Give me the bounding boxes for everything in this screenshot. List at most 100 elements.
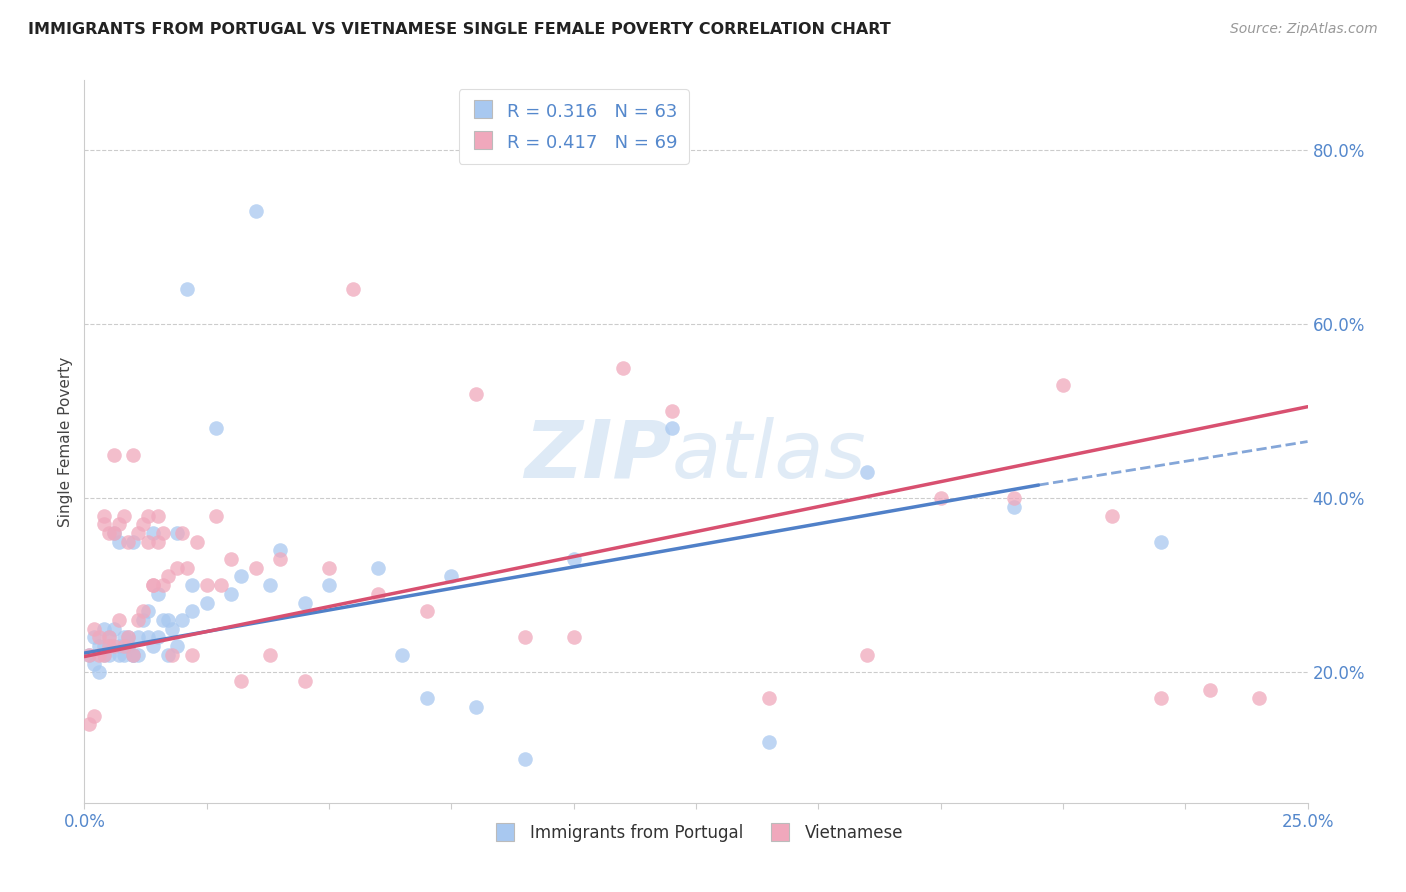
Point <box>195 596 218 610</box>
Point <box>318 561 340 575</box>
Point <box>142 578 165 592</box>
Point <box>219 552 242 566</box>
Point <box>929 491 952 505</box>
Point <box>107 534 129 549</box>
Point <box>562 631 585 645</box>
Point <box>162 648 184 662</box>
Point <box>758 691 780 706</box>
Point <box>142 578 165 592</box>
Point <box>416 604 439 618</box>
Point <box>112 631 135 645</box>
Point <box>229 673 252 688</box>
Point <box>87 639 110 653</box>
Point <box>416 691 439 706</box>
Text: ZIP: ZIP <box>524 417 672 495</box>
Point <box>856 465 879 479</box>
Point <box>112 508 135 523</box>
Point <box>152 525 174 540</box>
Point <box>562 552 585 566</box>
Point <box>166 639 188 653</box>
Text: IMMIGRANTS FROM PORTUGAL VS VIETNAMESE SINGLE FEMALE POVERTY CORRELATION CHART: IMMIGRANTS FROM PORTUGAL VS VIETNAMESE S… <box>28 22 891 37</box>
Point <box>166 525 188 540</box>
Point <box>107 517 129 532</box>
Text: atlas: atlas <box>672 417 866 495</box>
Point <box>122 648 145 662</box>
Point <box>103 639 125 653</box>
Point <box>97 631 120 645</box>
Point <box>122 648 145 662</box>
Point <box>1002 500 1025 514</box>
Point <box>205 508 228 523</box>
Point <box>77 717 100 731</box>
Point <box>93 508 115 523</box>
Point <box>269 543 291 558</box>
Point <box>513 752 536 766</box>
Point <box>152 613 174 627</box>
Point <box>136 508 159 523</box>
Point <box>136 534 159 549</box>
Point <box>107 613 129 627</box>
Point <box>103 622 125 636</box>
Point <box>156 648 179 662</box>
Point <box>107 648 129 662</box>
Point <box>83 631 105 645</box>
Point <box>440 569 463 583</box>
Point <box>464 700 486 714</box>
Point <box>103 525 125 540</box>
Point <box>127 613 149 627</box>
Point <box>186 534 208 549</box>
Point <box>132 604 155 618</box>
Point <box>77 648 100 662</box>
Point <box>97 648 120 662</box>
Point <box>205 421 228 435</box>
Legend: Immigrants from Portugal, Vietnamese: Immigrants from Portugal, Vietnamese <box>482 817 910 848</box>
Point <box>93 648 115 662</box>
Point <box>117 639 139 653</box>
Point <box>172 613 194 627</box>
Point <box>93 517 115 532</box>
Point <box>97 639 120 653</box>
Point <box>245 203 267 218</box>
Point <box>245 561 267 575</box>
Point <box>77 648 100 662</box>
Point <box>117 631 139 645</box>
Point <box>513 631 536 645</box>
Point <box>93 639 115 653</box>
Point <box>132 613 155 627</box>
Point <box>117 534 139 549</box>
Y-axis label: Single Female Poverty: Single Female Poverty <box>58 357 73 526</box>
Point <box>758 735 780 749</box>
Point <box>661 404 683 418</box>
Point <box>1198 682 1220 697</box>
Point <box>127 648 149 662</box>
Point <box>83 657 105 671</box>
Point <box>367 561 389 575</box>
Point <box>294 596 316 610</box>
Point <box>181 648 204 662</box>
Point <box>259 648 281 662</box>
Point <box>152 578 174 592</box>
Point <box>1150 534 1173 549</box>
Point <box>83 708 105 723</box>
Point <box>142 525 165 540</box>
Point <box>127 525 149 540</box>
Point <box>112 639 135 653</box>
Point <box>107 639 129 653</box>
Point <box>87 665 110 680</box>
Point <box>127 631 149 645</box>
Point <box>146 534 169 549</box>
Point <box>176 282 198 296</box>
Point <box>856 648 879 662</box>
Point <box>1101 508 1123 523</box>
Point <box>172 525 194 540</box>
Point <box>219 587 242 601</box>
Point <box>195 578 218 592</box>
Point <box>122 534 145 549</box>
Point <box>93 622 115 636</box>
Point <box>87 631 110 645</box>
Point <box>464 386 486 401</box>
Point <box>146 508 169 523</box>
Point <box>122 448 145 462</box>
Point <box>391 648 413 662</box>
Point <box>156 613 179 627</box>
